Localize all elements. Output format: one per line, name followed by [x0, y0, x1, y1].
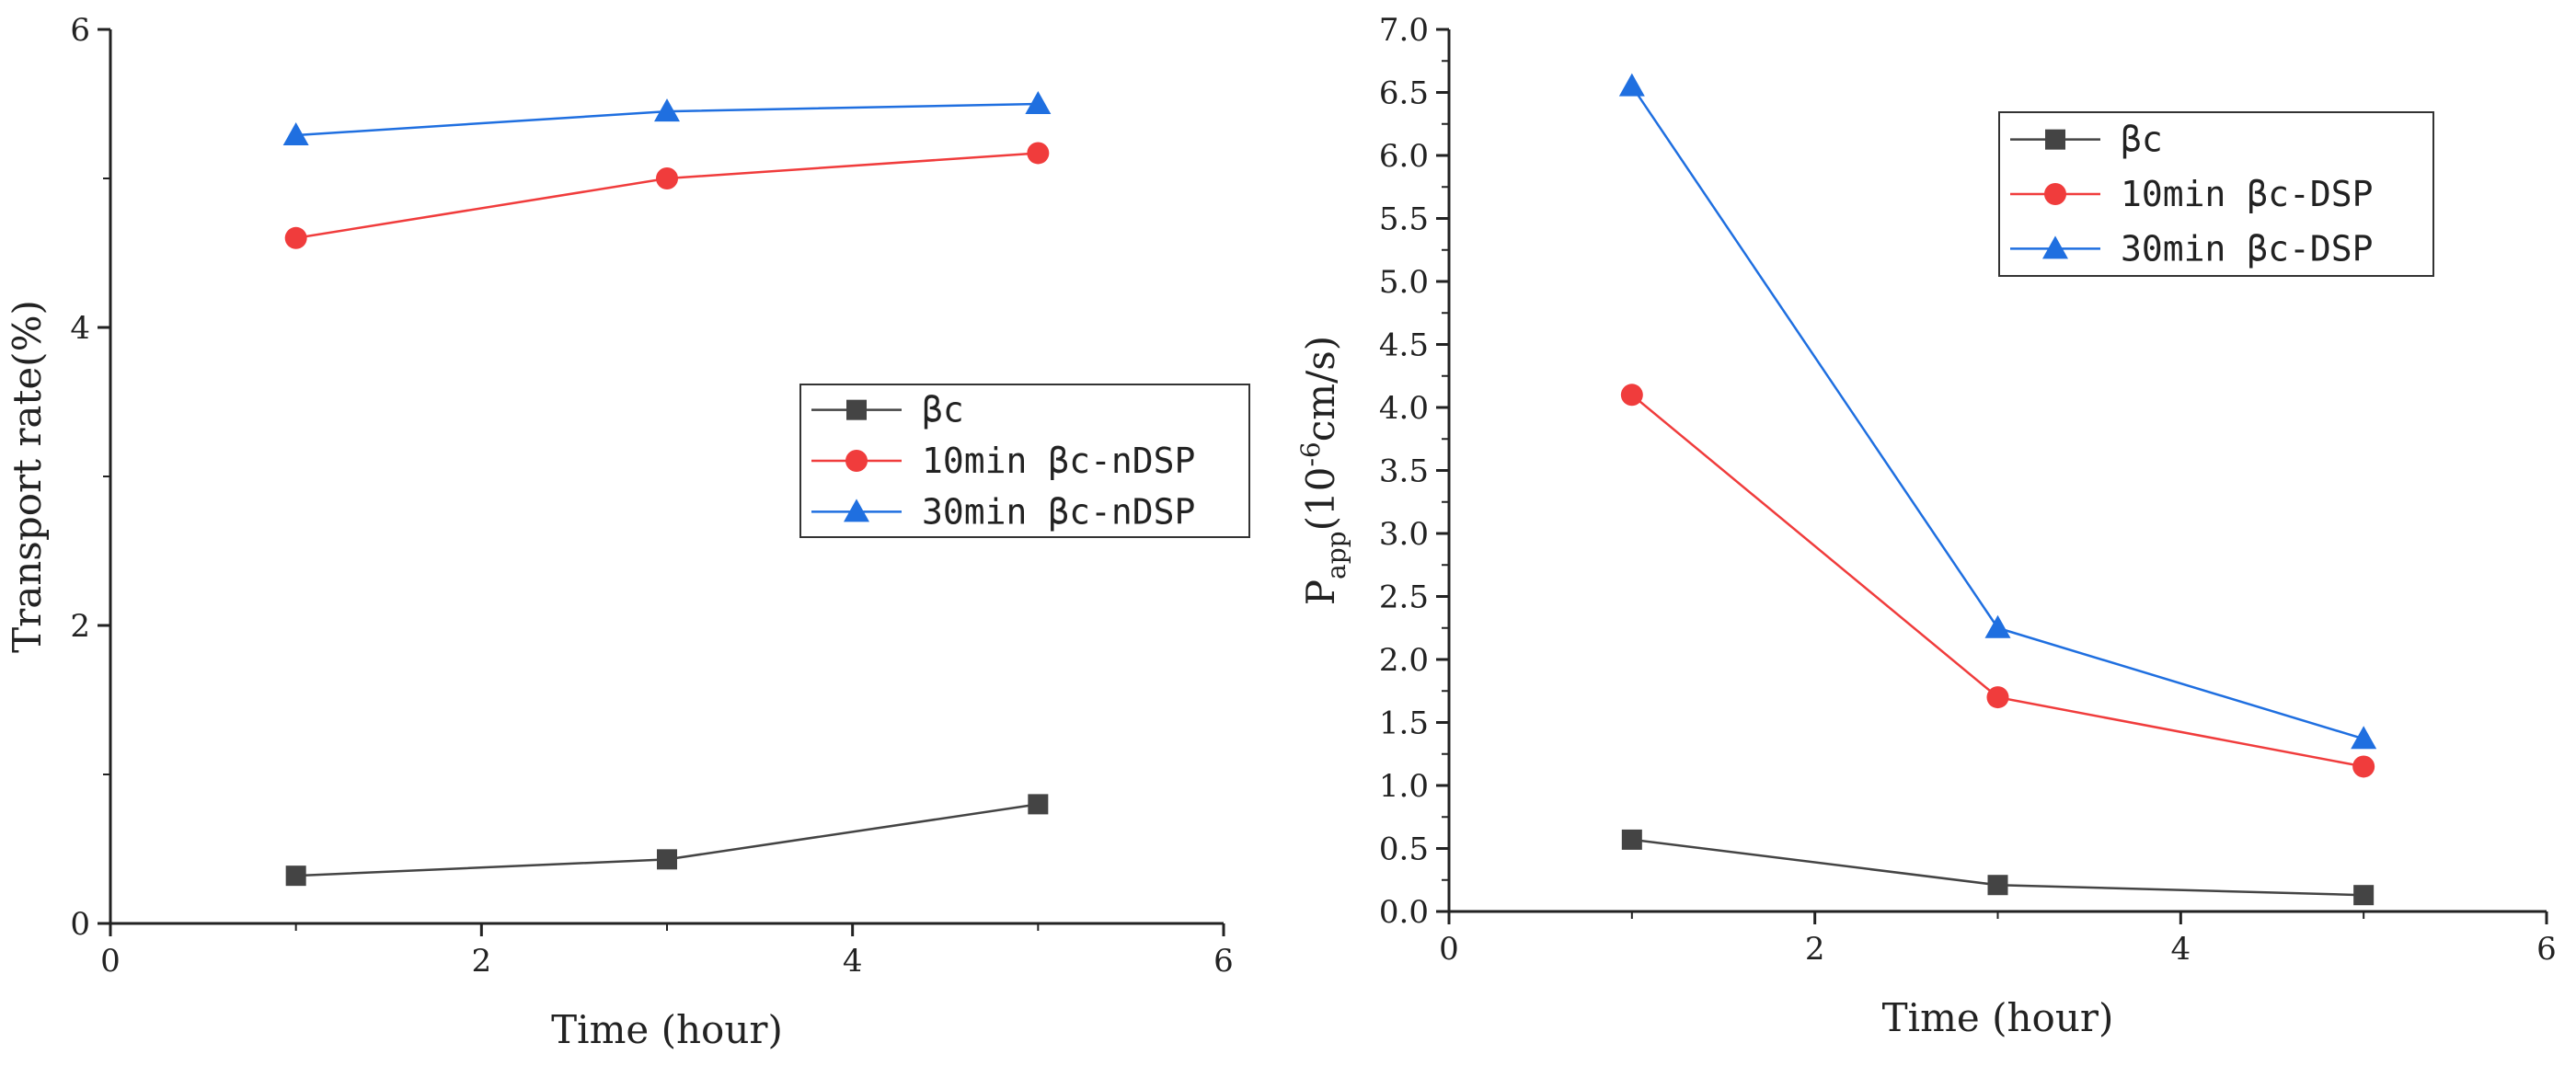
- y-axis-title-part: -6: [1295, 441, 1326, 466]
- x-tick-label: 6: [1213, 943, 1234, 980]
- y-tick-label: 2.0: [1379, 642, 1429, 679]
- y-tick-label: 6.5: [1379, 75, 1429, 112]
- x-tick-label: 2: [472, 943, 492, 980]
- x-axis-title: Time (hour): [551, 1007, 783, 1052]
- legend-label: 30min βc-DSP: [2121, 228, 2374, 269]
- y-axis-title: Papp(10-6cm/s): [1295, 336, 1351, 605]
- y-tick-label: 1.0: [1379, 768, 1429, 805]
- y-tick-label: 6.0: [1379, 138, 1429, 175]
- data-point: [1028, 794, 1049, 815]
- y-tick-label: 4.0: [1379, 390, 1429, 427]
- x-tick-label: 0: [100, 943, 121, 980]
- y-tick-label: 0.5: [1379, 831, 1429, 868]
- legend-label: 10min βc-DSP: [2121, 174, 2374, 214]
- data-point: [1621, 829, 1642, 850]
- series-3: [1618, 73, 2377, 750]
- legend: βc 10min βc-DSP 30min βc-DSP: [1998, 111, 2434, 277]
- series-2: [284, 142, 1050, 249]
- data-point: [2353, 885, 2375, 906]
- legend-label: βc: [2121, 120, 2163, 160]
- y-axis-title-part: app: [1321, 531, 1351, 579]
- y-tick-label: 5.0: [1379, 264, 1429, 301]
- legend: βc 10min βc-nDSP 30min βc-nDSP: [799, 384, 1250, 538]
- series-line: [1631, 394, 2364, 768]
- y-tick-label: 0.0: [1379, 894, 1429, 931]
- data-point: [1025, 91, 1052, 114]
- legend-marker: [2045, 129, 2065, 150]
- x-tick-label: 4: [843, 943, 863, 980]
- chart-panel-1: 0 2 4 6 0 2 4 6 Time (hour) Transport rate(%) βc 10…: [5, 12, 1250, 1052]
- data-point: [282, 122, 309, 146]
- y-axis-title-part: (10: [1298, 467, 1343, 532]
- y-tick-label: 3.5: [1379, 453, 1429, 490]
- y-axis-title-part: P: [1298, 579, 1343, 605]
- x-tick-label: 2: [1805, 931, 1825, 968]
- y-axis-title-part: cm/s): [1298, 336, 1343, 441]
- x-axis-title: Time (hour): [1882, 995, 2114, 1040]
- y-tick-label: 4: [70, 310, 90, 347]
- legend-marker: [2042, 235, 2068, 259]
- x-tick-label: 0: [1439, 931, 1459, 968]
- legend-marker: [845, 450, 868, 472]
- legend-label: 10min βc-nDSP: [922, 441, 1195, 481]
- data-point: [657, 849, 677, 870]
- y-tick-label: 4.5: [1379, 327, 1429, 364]
- data-point: [1986, 686, 2009, 709]
- data-point: [1984, 614, 2011, 638]
- data-point: [1987, 875, 2008, 896]
- series-1: [285, 794, 1049, 887]
- data-point: [284, 226, 307, 249]
- series-3: [282, 91, 1052, 146]
- y-tick-label: 5.5: [1379, 201, 1429, 238]
- series-1: [1621, 829, 2375, 906]
- legend-label: βc: [922, 390, 964, 430]
- y-tick-label: 3.0: [1379, 516, 1429, 553]
- legend-marker: [846, 399, 867, 420]
- legend-marker: [844, 499, 869, 522]
- legend-label: 30min βc-nDSP: [922, 491, 1195, 532]
- data-point: [285, 865, 306, 887]
- data-point: [654, 98, 680, 122]
- series-line: [295, 152, 1039, 240]
- data-point: [1027, 142, 1050, 165]
- y-axis-title: Transport rate(%): [5, 300, 50, 653]
- data-point: [2351, 726, 2377, 750]
- y-tick-label: 6: [70, 12, 90, 49]
- x-tick-label: 4: [2171, 931, 2191, 968]
- data-point: [1620, 384, 1643, 407]
- chart-panel-2: 0 2 4 6 0.0 0.5 1.0 1.5 2.0 2.5 3.0 3.5 4.0 4.5 5.0 5.5…: [1295, 12, 2557, 1040]
- data-point: [656, 167, 678, 189]
- y-tick-label: 2: [70, 608, 90, 645]
- series-2: [1620, 384, 2375, 778]
- legend-marker: [2044, 183, 2066, 205]
- y-tick-label: 1.5: [1379, 705, 1429, 742]
- data-point: [2352, 755, 2375, 778]
- x-tick-label: 6: [2536, 931, 2557, 968]
- y-tick-label: 7.0: [1379, 12, 1429, 49]
- y-tick-label: 2.5: [1379, 579, 1429, 616]
- y-tick-label: 0: [70, 906, 90, 943]
- data-point: [1618, 73, 1645, 97]
